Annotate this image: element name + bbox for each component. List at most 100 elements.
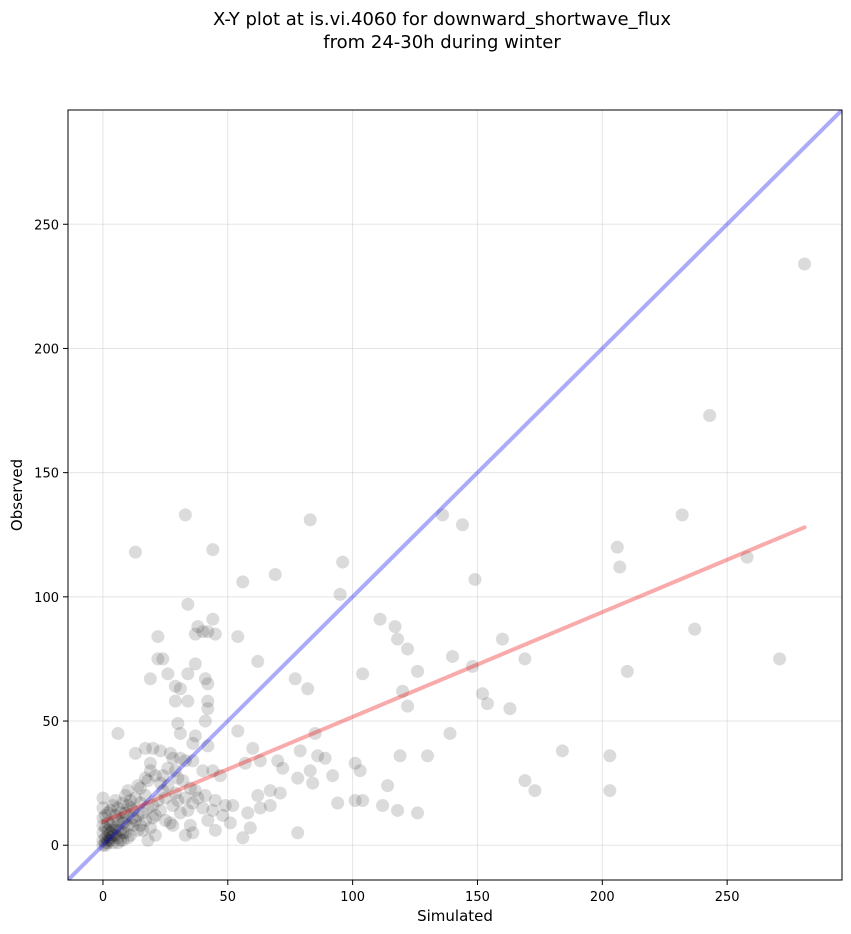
scatter-point	[98, 838, 112, 852]
scatter-point	[773, 652, 787, 666]
scatter-point	[106, 836, 120, 850]
scatter-point	[111, 836, 125, 850]
scatter-point	[613, 560, 627, 574]
scatter-point	[173, 751, 187, 765]
scatter-point	[98, 821, 112, 835]
scatter-point	[465, 659, 479, 673]
scatter-point	[96, 826, 110, 840]
scatter-point	[108, 821, 122, 835]
scatter-point	[101, 836, 115, 850]
scatter-point	[116, 826, 130, 840]
scatter-point	[131, 779, 145, 793]
scatter-point	[166, 751, 180, 765]
scatter-point	[148, 808, 162, 822]
scatter-point	[391, 632, 405, 646]
scatter-point	[131, 808, 145, 822]
scatter-point	[111, 813, 125, 827]
scatter-point	[123, 828, 137, 842]
scatter-point	[331, 796, 345, 810]
scatter-point	[326, 769, 340, 783]
scatter-point	[191, 791, 205, 805]
scatter-point	[475, 687, 489, 701]
scatter-point	[96, 838, 110, 852]
y-tick-label: 200	[34, 342, 59, 357]
scatter-point	[173, 726, 187, 740]
scatter-point	[236, 831, 250, 845]
scatter-point	[353, 764, 367, 778]
scatter-point	[126, 811, 140, 825]
scatter-point	[263, 784, 277, 798]
scatter-point	[141, 774, 155, 788]
scatter-point	[208, 627, 222, 641]
scatter-point	[263, 798, 277, 812]
y-tick-label: 150	[34, 467, 59, 482]
scatter-point	[121, 798, 135, 812]
x-tick-label: 150	[465, 890, 490, 905]
scatter-point	[143, 764, 157, 778]
scatter-point	[518, 652, 532, 666]
scatter-point	[156, 769, 170, 783]
scatter-point	[276, 761, 290, 775]
scatter-point	[108, 794, 122, 808]
scatter-point	[391, 803, 405, 817]
scatter-point	[151, 652, 165, 666]
scatter-point	[98, 836, 112, 850]
scatter-point	[396, 684, 410, 698]
scatter-point	[121, 784, 135, 798]
scatter-point	[198, 789, 212, 803]
scatter-point	[98, 831, 112, 845]
scatter-point	[620, 664, 634, 678]
scatter-point	[113, 806, 127, 820]
scatter-point	[143, 756, 157, 770]
scatter-point	[373, 612, 387, 626]
scatter-point	[96, 801, 110, 815]
scatter-point	[196, 801, 210, 815]
x-tick-label: 50	[220, 890, 237, 905]
scatter-point	[603, 784, 617, 798]
y-tick-label: 50	[42, 715, 59, 730]
scatter-point	[303, 513, 317, 527]
scatter-point	[101, 806, 115, 820]
scatter-point	[201, 677, 215, 691]
scatter-point	[161, 761, 175, 775]
scatter-point	[271, 754, 285, 768]
scatter-point	[113, 833, 127, 847]
scatter-point	[116, 816, 130, 830]
scatter-point	[201, 739, 215, 753]
scatter-point	[171, 794, 185, 808]
scatter-point	[141, 833, 155, 847]
scatter-point	[173, 682, 187, 696]
scatter-point	[480, 697, 494, 711]
scatter-point	[306, 776, 320, 790]
scatter-point	[116, 811, 130, 825]
scatter-point	[183, 818, 197, 832]
scatter-point	[146, 811, 160, 825]
scatter-point	[293, 744, 307, 758]
scatter-point	[503, 702, 517, 716]
scatter-point	[148, 769, 162, 783]
scatter-point	[136, 823, 150, 837]
scatter-point	[201, 625, 215, 639]
scatter-point	[96, 833, 110, 847]
scatter-point	[241, 806, 255, 820]
scatter-point	[101, 816, 115, 830]
scatter-point	[121, 831, 135, 845]
scatter-point	[116, 796, 130, 810]
scatter-point	[436, 508, 450, 522]
scatter-point	[181, 667, 195, 681]
scatter-point	[123, 801, 137, 815]
scatter-point	[168, 679, 182, 693]
scatter-point	[236, 575, 250, 589]
scatter-point	[171, 771, 185, 785]
scatter-point	[181, 694, 195, 708]
scatter-point	[226, 798, 240, 812]
y-tick-label: 100	[34, 591, 59, 606]
scatter-point	[161, 779, 175, 793]
scatter-point	[528, 784, 542, 798]
scatter-point	[128, 813, 142, 827]
scatter-point	[111, 831, 125, 845]
scatter-point	[126, 803, 140, 817]
scatter-point	[356, 794, 370, 808]
scatter-point	[168, 694, 182, 708]
